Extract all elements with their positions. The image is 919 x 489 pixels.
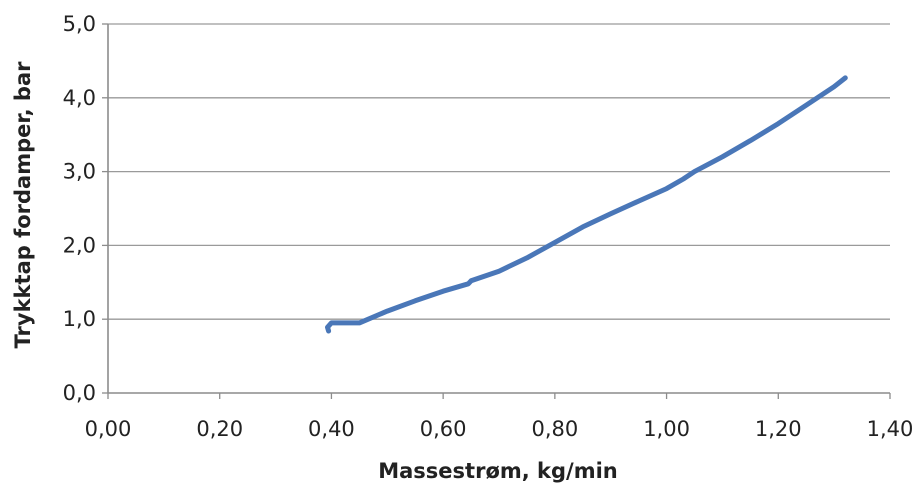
y-axis-title: Trykktap fordamper, bar bbox=[11, 61, 35, 349]
gridlines bbox=[102, 23, 891, 399]
x-tick-label: 0,00 bbox=[85, 417, 132, 441]
x-tick-label: 0,80 bbox=[531, 417, 578, 441]
y-tick-label: 1,0 bbox=[63, 307, 96, 331]
y-tick-label: 5,0 bbox=[63, 12, 96, 36]
x-tick-label: 1,20 bbox=[755, 417, 802, 441]
x-tick-label: 1,40 bbox=[867, 417, 914, 441]
y-tick-label: 2,0 bbox=[63, 233, 96, 257]
x-tick-label: 1,00 bbox=[643, 417, 690, 441]
x-axis-title: Massestrøm, kg/min bbox=[378, 459, 618, 483]
y-tick-labels: 0,0 1,0 2,0 3,0 4,0 5,0 bbox=[63, 12, 96, 405]
y-tick-label: 4,0 bbox=[63, 86, 96, 110]
series-line bbox=[325, 75, 848, 334]
x-tick-label: 0,40 bbox=[308, 417, 355, 441]
x-tick-label: 0,20 bbox=[196, 417, 243, 441]
x-tick-labels: 0,00 0,20 0,40 0,60 0,80 1,00 1,20 1,40 bbox=[85, 417, 914, 441]
y-tick-label: 3,0 bbox=[63, 160, 96, 184]
series-layer bbox=[325, 75, 848, 334]
y-tick-label: 0,0 bbox=[63, 381, 96, 405]
x-tick-label: 0,60 bbox=[420, 417, 467, 441]
